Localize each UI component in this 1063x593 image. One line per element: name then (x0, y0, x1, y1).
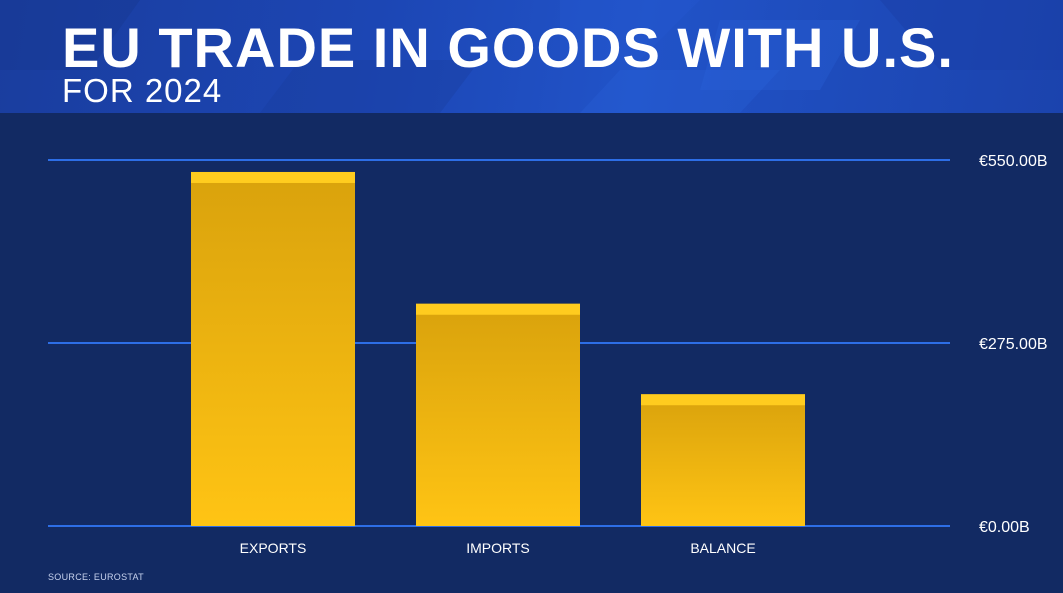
bar-body (191, 171, 355, 526)
y-axis-labels: €0.00B €275.00B €550.00B (979, 153, 1048, 536)
header-background-pattern (0, 0, 1063, 113)
x-tick-label: EXPORTS (240, 540, 307, 556)
y-tick-label: €0.00B (979, 519, 1030, 536)
source-note: SOURCE: EUROSTAT (48, 572, 144, 582)
bar-body (416, 303, 580, 526)
chart-title: EU TRADE IN GOODS WITH U.S. (62, 16, 954, 79)
y-tick-label: €550.00B (979, 153, 1048, 170)
x-tick-label: BALANCE (690, 540, 755, 556)
y-tick-label: €275.00B (979, 336, 1048, 353)
chart-header: EU TRADE IN GOODS WITH U.S. FOR 2024 (0, 0, 1063, 113)
x-axis-labels: EXPORTS IMPORTS BALANCE (240, 540, 756, 556)
bar-cap (416, 303, 580, 315)
chart-subtitle: FOR 2024 (62, 72, 223, 109)
x-tick-label: IMPORTS (466, 540, 530, 556)
bar-balance (641, 394, 805, 526)
bar-imports (416, 303, 580, 526)
bar-cap (641, 394, 805, 406)
bar-cap (191, 171, 355, 183)
bars (191, 171, 805, 526)
bar-exports (191, 171, 355, 526)
bar-body (641, 394, 805, 526)
